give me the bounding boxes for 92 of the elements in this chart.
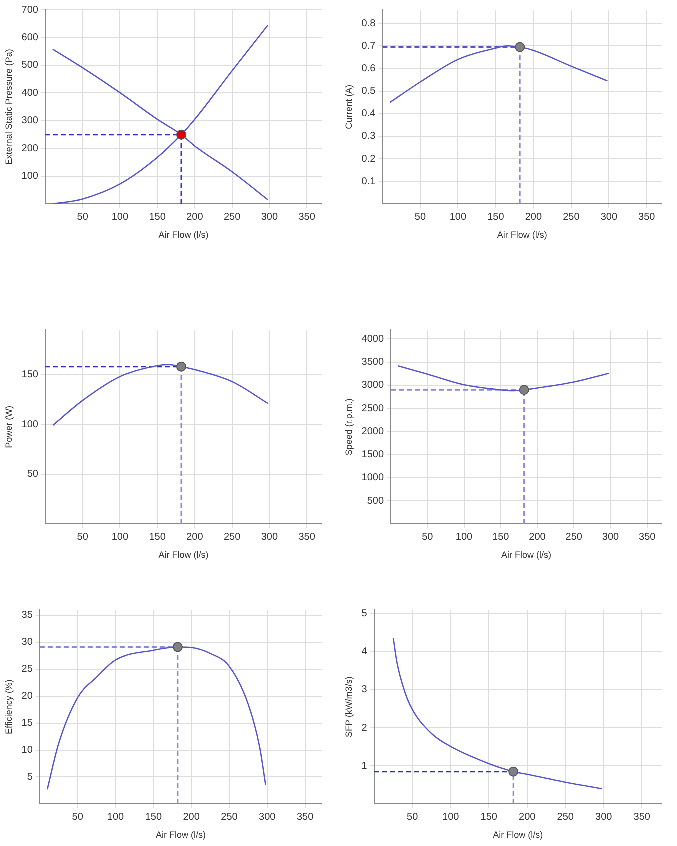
- y-axis-title: External Static Pressure (Pa): [4, 49, 14, 166]
- y-tick-label: 3: [362, 684, 368, 696]
- y-tick-label: 20: [22, 691, 34, 702]
- x-tick-label: 150: [149, 532, 166, 543]
- x-tick-label: 50: [77, 532, 89, 543]
- x-tick-label: 100: [450, 212, 467, 223]
- x-tick-label: 300: [596, 812, 613, 823]
- y-axis-title: SFP (kW/m3/s): [344, 676, 354, 738]
- y-tick-label: 2: [362, 722, 368, 734]
- y-tick-label: 0.5: [362, 86, 376, 98]
- x-tick-label: 200: [519, 812, 536, 823]
- x-tick-label: 100: [456, 532, 474, 543]
- x-tick-label: 50: [414, 212, 426, 223]
- y-tick-label: 700: [22, 4, 39, 16]
- y-tick-label: 25: [22, 664, 34, 676]
- y-tick-label: 4: [362, 646, 368, 658]
- y-tick-label: 10: [22, 745, 34, 756]
- x-tick-label: 300: [602, 532, 620, 543]
- x-axis-title: Air Flow (l/s): [493, 830, 544, 840]
- y-tick-label: 1: [362, 760, 368, 772]
- y-tick-label: 500: [367, 496, 384, 507]
- x-tick-label: 350: [296, 812, 314, 823]
- x-tick-label: 150: [145, 812, 162, 823]
- x-tick-label: 100: [112, 532, 129, 543]
- x-tick-label: 350: [634, 812, 651, 823]
- y-axis-title: Power (W): [4, 406, 14, 448]
- y-tick-label: 3000: [362, 380, 384, 392]
- y-tick-label: 0.1: [362, 176, 376, 188]
- x-tick-label: 50: [77, 212, 89, 223]
- y-tick-label: 0.2: [362, 154, 376, 165]
- x-tick-label: 250: [221, 812, 238, 823]
- x-tick-label: 50: [407, 812, 419, 823]
- x-tick-label: 350: [639, 532, 656, 543]
- x-tick-label: 300: [261, 212, 278, 223]
- y-tick-label: 3500: [362, 357, 384, 368]
- y-tick-label: 30: [22, 637, 34, 648]
- x-axis-title: Air Flow (l/s): [156, 830, 206, 840]
- x-tick-label: 50: [422, 532, 434, 543]
- y-tick-label: 0.4: [362, 108, 376, 120]
- x-tick-label: 150: [488, 212, 505, 223]
- y-tick-label: 50: [27, 469, 39, 480]
- y-tick-label: 2500: [362, 403, 384, 414]
- x-tick-label: 250: [566, 532, 583, 543]
- y-tick-label: 0.8: [362, 18, 376, 30]
- x-tick-label: 250: [557, 812, 574, 823]
- y-axis-title: Speed (r.p.m.): [344, 398, 354, 456]
- x-axis-title: Air Flow (l/s): [158, 230, 209, 240]
- y-axis-title: Efficiency (%): [4, 680, 14, 735]
- y-tick-label: 100: [22, 171, 39, 182]
- x-tick-label: 100: [442, 812, 460, 823]
- x-tick-label: 150: [480, 812, 498, 823]
- x-tick-label: 150: [492, 532, 510, 543]
- y-tick-label: 0.7: [362, 40, 376, 52]
- x-tick-label: 100: [107, 812, 125, 823]
- x-axis-title: Air Flow (l/s): [502, 550, 552, 560]
- y-axis-title: Current (A): [344, 84, 354, 130]
- x-tick-label: 200: [183, 812, 200, 823]
- y-tick-label: 500: [22, 60, 39, 72]
- x-tick-label: 250: [224, 532, 242, 543]
- y-tick-label: 1500: [362, 450, 384, 461]
- y-tick-label: 150: [22, 370, 39, 381]
- y-tick-label: 400: [22, 88, 39, 99]
- y-tick-label: 15: [22, 718, 34, 730]
- x-tick-label: 300: [600, 212, 618, 223]
- x-tick-label: 250: [224, 212, 242, 223]
- y-tick-label: 5: [27, 772, 34, 783]
- y-tick-label: 1000: [362, 472, 384, 484]
- x-tick-label: 150: [149, 212, 166, 223]
- y-tick-label: 0.6: [362, 63, 376, 74]
- x-axis-title: Air Flow (l/s): [158, 550, 209, 560]
- x-tick-label: 200: [525, 212, 542, 223]
- y-tick-label: 4000: [362, 334, 384, 345]
- y-tick-label: 600: [22, 32, 39, 44]
- x-tick-label: 200: [186, 532, 204, 543]
- y-tick-label: 2000: [362, 426, 384, 438]
- x-tick-label: 250: [563, 212, 580, 223]
- x-tick-label: 200: [186, 212, 204, 223]
- x-axis-title: Air Flow (l/s): [497, 230, 548, 240]
- x-tick-label: 50: [72, 812, 84, 823]
- y-tick-label: 300: [22, 116, 39, 127]
- x-tick-label: 300: [261, 532, 278, 543]
- y-tick-label: 0.3: [362, 131, 376, 142]
- x-tick-label: 350: [298, 532, 316, 543]
- x-tick-label: 100: [112, 212, 129, 223]
- x-tick-label: 200: [529, 532, 546, 543]
- y-tick-label: 35: [22, 610, 34, 622]
- x-tick-label: 350: [638, 212, 656, 223]
- x-tick-label: 350: [298, 212, 316, 223]
- y-tick-label: 200: [22, 143, 39, 154]
- x-tick-label: 300: [259, 812, 276, 823]
- y-tick-label: 100: [22, 419, 39, 430]
- y-tick-label: 5: [362, 608, 368, 620]
